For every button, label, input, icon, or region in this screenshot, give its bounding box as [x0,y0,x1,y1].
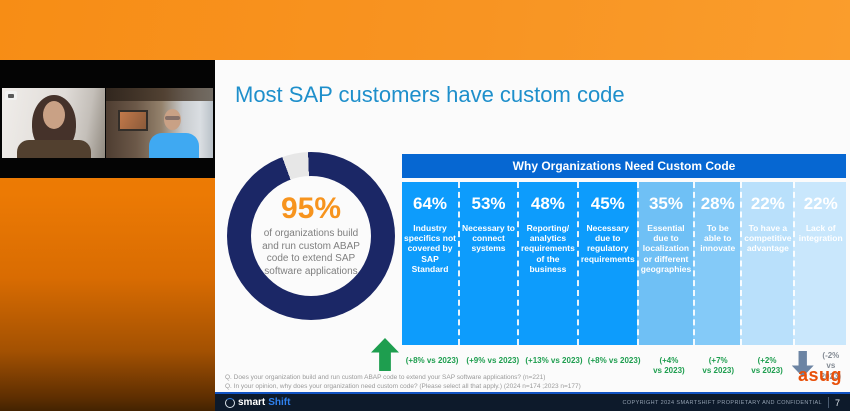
column-label: Industry specifics not covered by SAP St… [404,223,456,274]
change-line2: vs 2023) [702,366,735,376]
smartshift-logo: smart Shift [225,397,290,408]
participant-video-2[interactable] [106,88,213,158]
table-columns: 64% Industry specifics not covered by SA… [402,182,846,345]
table-column: 64% Industry specifics not covered by SA… [402,182,459,345]
column-percentage: 22% [803,194,838,213]
change-line1: (+2% [757,356,777,365]
change-line1: (-2% [822,351,840,360]
change-line2: vs 2023) [820,361,842,381]
person-body [16,140,91,158]
table-column: 35% Essential due to localization or dif… [636,182,694,345]
change-line2: vs 2023) [653,366,685,376]
table-column: 22% To have a competitive advantage [740,182,794,345]
footer-right: COPYRIGHT 2024 SMARTSHIFT PROPRIETARY AN… [622,397,840,408]
change-label: (+9% vs 2023) [466,356,520,365]
footnote-line: Q. In your opinion, why does your organi… [225,383,581,391]
column-label: Necessary due to regulatory requirements [580,223,635,264]
change-label: (+13% vs 2023) [525,356,583,365]
presentation-slide: Most SAP customers have custom code 95% … [215,60,850,392]
column-percentage: 45% [590,194,625,213]
column-label: Lack of integration [798,223,843,244]
asug-logo: asug [797,365,842,385]
column-label: To have a competitive advantage [744,223,792,254]
ceiling-beams [106,88,213,101]
footnote-line: Q. Does your organization build and run … [225,374,546,381]
glasses [165,116,180,120]
page-divider [827,397,829,408]
change-line1: (+7% [708,356,728,365]
column-percentage: 48% [530,194,565,213]
column-percentage: 35% [648,194,683,213]
change-label: (+2% vs 2023) [742,347,791,382]
smartshift-icon [225,397,235,408]
copyright-text: COPYRIGHT 2024 SMARTSHIFT PROPRIETARY AN… [622,399,822,406]
column-percentage: 22% [750,194,785,213]
change-label: (+7% vs 2023) [694,347,742,382]
table-column: 22% Lack of integration [793,182,846,345]
column-label: Essential due to localization or differe… [640,223,692,274]
column-percentage: 53% [471,194,506,213]
video-strip [0,60,215,178]
change-line1: (+4% [659,356,679,365]
donut-caption: of organizations build and run custom AB… [262,228,360,277]
donut-value: 95% [280,192,342,225]
column-percentage: 28% [700,194,735,213]
orange-left-panel [0,60,215,411]
slide-title: Most SAP customers have custom code [235,82,625,107]
change-text: (-2% vs 2023) [816,351,846,382]
footer-bar: smart Shift COPYRIGHT 2024 SMARTSHIFT PRO… [215,392,850,411]
person-face [42,101,65,129]
camera-glyph [8,93,14,98]
page-number: 7 [834,397,840,408]
column-label: To be able to innovate [700,223,736,254]
table-column: 53% Necessary to connect systems [458,182,517,345]
column-label: Necessary to connect systems [462,223,515,254]
person-face [164,109,181,130]
column-percentage: 64% [413,194,448,213]
table-column: 28% To be able to innovate [693,182,741,345]
picture-frame [118,110,148,131]
change-label: (+8% vs 2023) [405,356,459,365]
change-label: (+8% vs 2023) [587,356,641,365]
footnotes: Q. Does your organization build and run … [225,373,581,392]
custom-code-table: Why Organizations Need Custom Code 64% I… [402,154,846,382]
person-body [149,133,199,158]
change-label-negative: (-2% vs 2023) [791,347,846,382]
donut-hole: 95% of organizations build and run custo… [251,176,371,296]
camera-icon [5,91,17,100]
table-column: 48% Reporting/ analytics requirements of… [516,182,577,345]
change-row: (+8% vs 2023) (+9% vs 2023) (+13% vs 202… [402,347,846,382]
brand-smart: smart [238,397,266,408]
change-label: (+4% vs 2023) [644,347,694,382]
table-column: 45% Necessary due to regulatory requirem… [576,182,637,345]
column-label: Reporting/ analytics requirements of the… [520,223,575,274]
participant-video-1[interactable] [2,88,105,158]
arrow-up-icon [371,338,399,371]
change-line2: vs 2023) [751,366,783,376]
donut-chart: 95% of organizations build and run custo… [227,152,395,320]
orange-header-band [0,0,850,60]
table-header: Why Organizations Need Custom Code [402,154,846,178]
brand-shift: Shift [268,397,291,408]
